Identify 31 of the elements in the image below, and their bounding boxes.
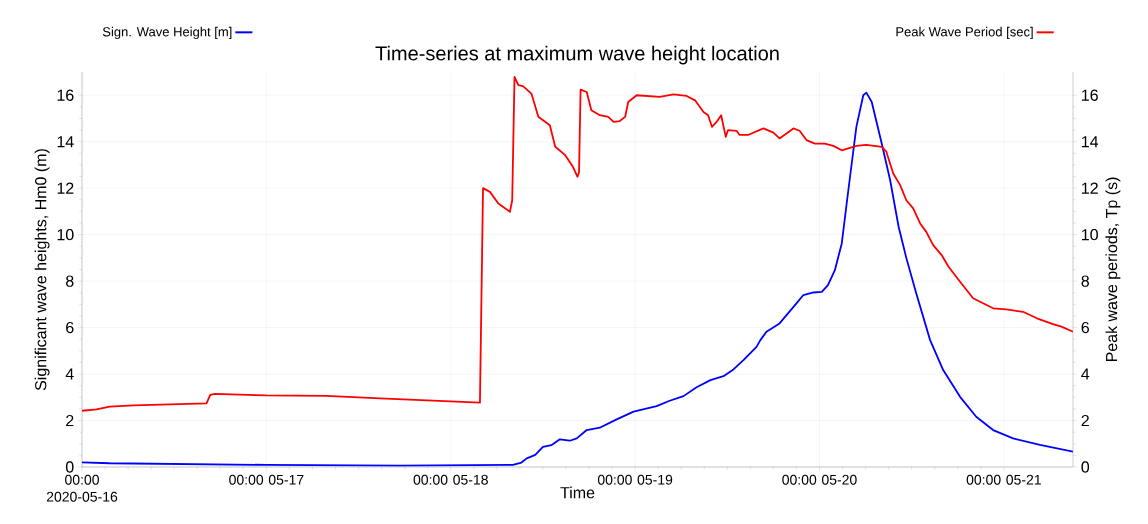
y-axis-title: Significant wave heights, Hm0 (m) (34, 149, 50, 391)
x-tick-label: 00:00 05-21 (966, 474, 1041, 485)
y-tick-label: 12 (57, 182, 74, 194)
y2-axis-title: Peak wave periods, Tp (s) (1105, 177, 1121, 362)
y2-tick-label: 14 (1082, 136, 1099, 148)
x-tick-label: 00:00 05-20 (782, 474, 857, 485)
y-tick-label: 10 (57, 228, 74, 241)
x-tick-label: 00:00 05-18 (413, 474, 488, 485)
y2-tick-label: 2 (1081, 414, 1089, 427)
y2-tick-label: 10 (1082, 228, 1098, 241)
x-tick-label: 00:00 05-17 (229, 474, 304, 485)
y-tick-label: 6 (66, 321, 74, 334)
y-tick-label: 14 (57, 136, 74, 148)
x-tick-label: 00:00 2020-05-16 (46, 474, 118, 502)
y-tick-label: 2 (66, 414, 74, 427)
y-tick-label: 4 (65, 368, 74, 380)
y-tick-label: 8 (66, 275, 74, 287)
y2-tick-label: 4 (1081, 368, 1090, 380)
legend-label: Peak Wave Period [sec] (896, 26, 1033, 39)
line-series (82, 75, 1073, 412)
y2-tick-label: 0 (1081, 461, 1090, 473)
chart-title: Time-series at maximum wave height location (375, 45, 779, 65)
y-tick-label: 0 (65, 461, 74, 473)
legend-label: Sign. Wave Height [m] (102, 26, 232, 39)
y-tick-label: 16 (57, 89, 74, 101)
y2-tick-label: 8 (1081, 275, 1089, 287)
y2-tick-label: 6 (1081, 321, 1089, 334)
x-axis-title: Time (560, 486, 595, 499)
y2-tick-label: 12 (1082, 182, 1098, 194)
y2-tick-label: 16 (1082, 89, 1098, 101)
x-tick-label: 00:00 05-19 (597, 474, 673, 485)
